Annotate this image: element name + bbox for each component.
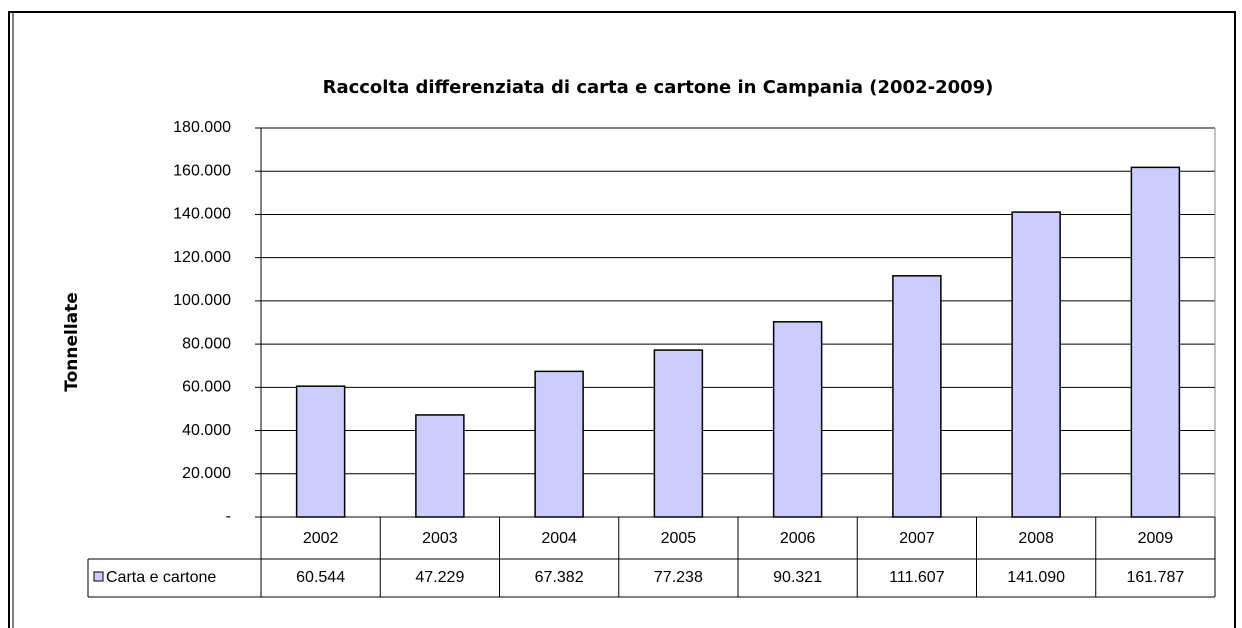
table-value: 161.787 bbox=[1126, 569, 1184, 586]
bar bbox=[892, 275, 942, 518]
bar bbox=[534, 370, 584, 518]
bar bbox=[295, 385, 346, 518]
x-tick-label: 2007 bbox=[899, 530, 935, 547]
table-value: 77.238 bbox=[654, 569, 703, 586]
x-tick-label: 2002 bbox=[303, 530, 339, 547]
table-value: 47.229 bbox=[415, 569, 464, 586]
bar bbox=[1130, 166, 1181, 518]
legend-label: Carta e cartone bbox=[106, 569, 216, 586]
table-value: 90.321 bbox=[773, 569, 822, 586]
y-tick-label: - bbox=[226, 508, 231, 525]
x-tick-label: 2004 bbox=[541, 530, 577, 547]
table-value: 141.090 bbox=[1007, 569, 1065, 586]
x-tick-label: 2005 bbox=[661, 530, 697, 547]
y-tick-label: 40.000 bbox=[182, 422, 231, 439]
y-tick-label: 140.000 bbox=[173, 206, 231, 223]
bar bbox=[1011, 211, 1061, 518]
x-tick-label: 2009 bbox=[1138, 530, 1174, 547]
table-value: 67.382 bbox=[535, 569, 584, 586]
y-tick-label: 160.000 bbox=[173, 162, 231, 179]
y-tick-label: 60.000 bbox=[182, 379, 231, 396]
x-tick-label: 2008 bbox=[1018, 530, 1054, 547]
bar bbox=[415, 414, 465, 518]
y-axis-title: Tonnellate bbox=[62, 292, 82, 392]
x-tick-label: 2003 bbox=[422, 530, 458, 547]
y-tick-label: 100.000 bbox=[173, 292, 231, 309]
bar bbox=[653, 349, 704, 518]
x-tick-label: 2006 bbox=[780, 530, 816, 547]
y-tick-label: 80.000 bbox=[182, 335, 231, 352]
chart-title: Raccolta differenziata di carta e carton… bbox=[323, 77, 994, 98]
y-tick-label: 20.000 bbox=[182, 465, 231, 482]
y-tick-label: 120.000 bbox=[173, 249, 231, 266]
y-tick-label: 180.000 bbox=[173, 119, 231, 136]
bar bbox=[772, 321, 823, 518]
table-value: 111.607 bbox=[889, 569, 945, 586]
legend-swatch bbox=[93, 571, 104, 582]
table-value: 60.544 bbox=[296, 569, 345, 586]
